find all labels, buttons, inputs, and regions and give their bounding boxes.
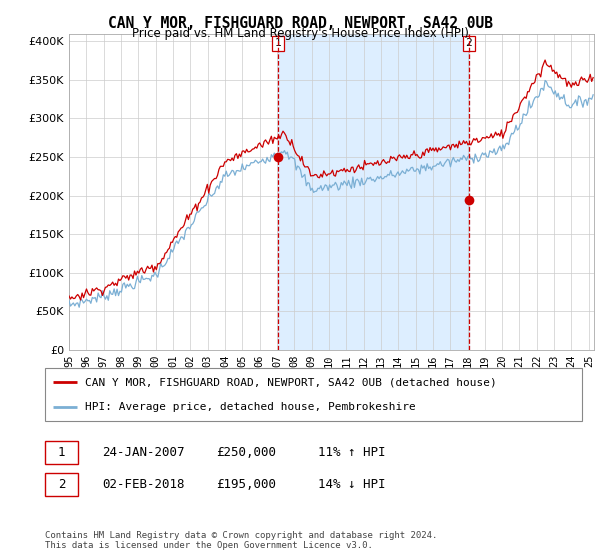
Text: 24-JAN-2007: 24-JAN-2007 — [102, 446, 185, 459]
Text: 11% ↑ HPI: 11% ↑ HPI — [318, 446, 386, 459]
Text: Price paid vs. HM Land Registry's House Price Index (HPI): Price paid vs. HM Land Registry's House … — [131, 27, 469, 40]
Text: HPI: Average price, detached house, Pembrokeshire: HPI: Average price, detached house, Pemb… — [85, 402, 416, 412]
Bar — [278, 34, 469, 350]
FancyBboxPatch shape — [45, 368, 582, 421]
Text: 2: 2 — [58, 478, 65, 491]
Text: 1: 1 — [275, 38, 281, 48]
FancyBboxPatch shape — [45, 473, 78, 496]
Text: 14% ↓ HPI: 14% ↓ HPI — [318, 478, 386, 491]
Text: CAN Y MOR, FISHGUARD ROAD, NEWPORT, SA42 0UB: CAN Y MOR, FISHGUARD ROAD, NEWPORT, SA42… — [107, 16, 493, 31]
Text: 1: 1 — [58, 446, 65, 459]
Text: 2: 2 — [466, 38, 472, 48]
Text: £195,000: £195,000 — [216, 478, 276, 491]
FancyBboxPatch shape — [45, 441, 78, 464]
Text: CAN Y MOR, FISHGUARD ROAD, NEWPORT, SA42 0UB (detached house): CAN Y MOR, FISHGUARD ROAD, NEWPORT, SA42… — [85, 377, 497, 388]
Text: £250,000: £250,000 — [216, 446, 276, 459]
Text: 02-FEB-2018: 02-FEB-2018 — [102, 478, 185, 491]
Text: Contains HM Land Registry data © Crown copyright and database right 2024.
This d: Contains HM Land Registry data © Crown c… — [45, 530, 437, 550]
